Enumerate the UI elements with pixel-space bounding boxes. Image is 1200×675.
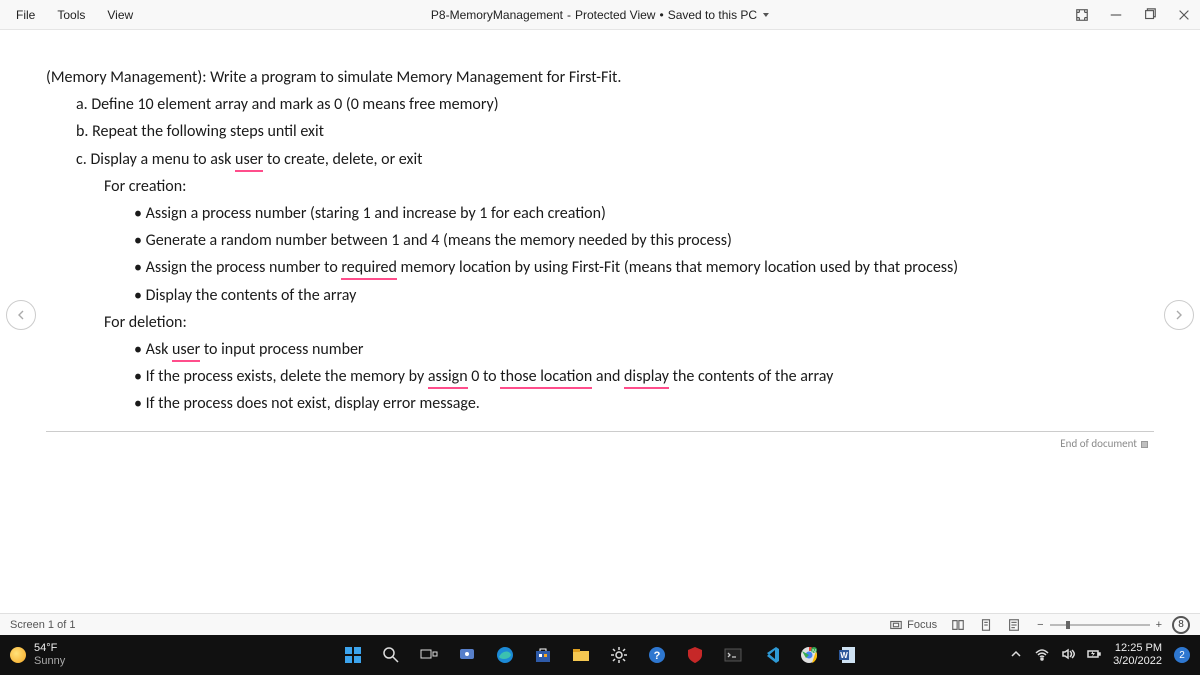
explorer-icon[interactable] (568, 642, 594, 668)
doc-name: P8-MemoryManagement (431, 8, 563, 22)
volume-icon[interactable] (1061, 647, 1075, 664)
maximize-icon[interactable] (1142, 7, 1158, 23)
svg-text:W: W (840, 651, 848, 660)
bullet-item: Generate a random number between 1 and 4… (46, 227, 1154, 254)
title-bar: File Tools View P8-MemoryManagement - Pr… (0, 0, 1200, 30)
chevron-up-icon[interactable] (1009, 647, 1023, 664)
settings-icon[interactable] (606, 642, 632, 668)
taskbar-center: ? N W (340, 642, 860, 668)
page-icon (979, 618, 993, 632)
book-icon (951, 618, 965, 632)
minimize-icon[interactable] (1108, 7, 1124, 23)
close-icon[interactable] (1176, 7, 1192, 23)
chrome-icon[interactable]: N (796, 642, 822, 668)
list-item: c. Display a menu to ask user to create,… (46, 146, 1154, 173)
divider (46, 431, 1154, 432)
taskview-icon[interactable] (416, 642, 442, 668)
list-item: b. Repeat the following steps until exit (46, 118, 1154, 145)
zoom-in-icon[interactable]: + (1156, 619, 1162, 631)
menu-bar: File Tools View (0, 8, 133, 22)
bullet-item: If the process does not exist, display e… (46, 390, 1154, 417)
document-body: (Memory Management): Write a program to … (0, 30, 1200, 464)
mcafee-icon[interactable] (682, 642, 708, 668)
terminal-icon[interactable] (720, 642, 746, 668)
bullet-item: Display the contents of the array (46, 282, 1154, 309)
menu-file[interactable]: File (16, 8, 35, 22)
focus-mode-button[interactable]: Focus (889, 618, 937, 632)
taskbar: 54°F Sunny ? (0, 635, 1200, 675)
svg-text:N: N (812, 649, 816, 655)
fullscreen-icon[interactable] (1074, 7, 1090, 23)
svg-text:?: ? (654, 650, 661, 662)
window-controls (1074, 7, 1192, 23)
next-page-button[interactable] (1164, 300, 1194, 330)
sub-label: For deletion: (46, 309, 1154, 336)
system-tray: 12:25 PM 3/20/2022 2 (1009, 642, 1190, 668)
search-icon[interactable] (378, 642, 404, 668)
store-icon[interactable] (530, 642, 556, 668)
bullet-item: • If the process exists, delete the memo… (46, 363, 1154, 390)
prev-page-button[interactable] (6, 300, 36, 330)
view-read-button[interactable] (951, 618, 965, 632)
start-icon[interactable] (340, 642, 366, 668)
focus-icon (889, 618, 903, 632)
weather-widget[interactable]: 54°F Sunny (10, 642, 65, 668)
bullet-item: Assign a process number (staring 1 and i… (46, 200, 1154, 227)
document-title[interactable]: P8-MemoryManagement - Protected View • S… (431, 8, 769, 22)
doc-saved: Saved to this PC (668, 8, 757, 22)
heading: (Memory Management): Write a program to … (46, 64, 1154, 91)
edge-icon[interactable] (492, 642, 518, 668)
chat-icon[interactable] (454, 642, 480, 668)
weather-cond: Sunny (34, 655, 65, 668)
status-bar: Screen 1 of 1 Focus − + 8 (0, 613, 1200, 635)
battery-icon[interactable] (1087, 647, 1101, 664)
doc-mode: Protected View (575, 8, 656, 22)
notification-count[interactable]: 8 (1172, 616, 1190, 634)
chevron-down-icon (763, 13, 769, 17)
view-web-button[interactable] (1007, 618, 1021, 632)
bullet-item: • Assign the process number to required … (46, 254, 1154, 281)
list-item: a. Define 10 element array and mark as 0… (46, 91, 1154, 118)
word-icon[interactable]: W (834, 642, 860, 668)
notification-badge[interactable]: 2 (1174, 647, 1190, 663)
page-indicator[interactable]: Screen 1 of 1 (10, 619, 75, 631)
wifi-icon[interactable] (1035, 647, 1049, 664)
sun-icon (10, 647, 26, 663)
clock-date: 3/20/2022 (1113, 655, 1162, 668)
menu-tools[interactable]: Tools (57, 8, 85, 22)
zoom-slider[interactable]: − + (1037, 619, 1162, 631)
doc-sep: - (567, 8, 571, 22)
menu-view[interactable]: View (107, 8, 133, 22)
clock[interactable]: 12:25 PM 3/20/2022 (1113, 642, 1162, 668)
end-of-document: End of document (46, 435, 1154, 454)
view-print-button[interactable] (979, 618, 993, 632)
weather-temp: 54°F (34, 642, 65, 655)
zoom-track[interactable] (1050, 624, 1150, 626)
web-icon (1007, 618, 1021, 632)
clock-time: 12:25 PM (1113, 642, 1162, 655)
help-icon[interactable]: ? (644, 642, 670, 668)
vscode-icon[interactable] (758, 642, 784, 668)
zoom-out-icon[interactable]: − (1037, 619, 1043, 631)
sub-label: For creation: (46, 173, 1154, 200)
bullet-item: • Ask user to input process number (46, 336, 1154, 363)
